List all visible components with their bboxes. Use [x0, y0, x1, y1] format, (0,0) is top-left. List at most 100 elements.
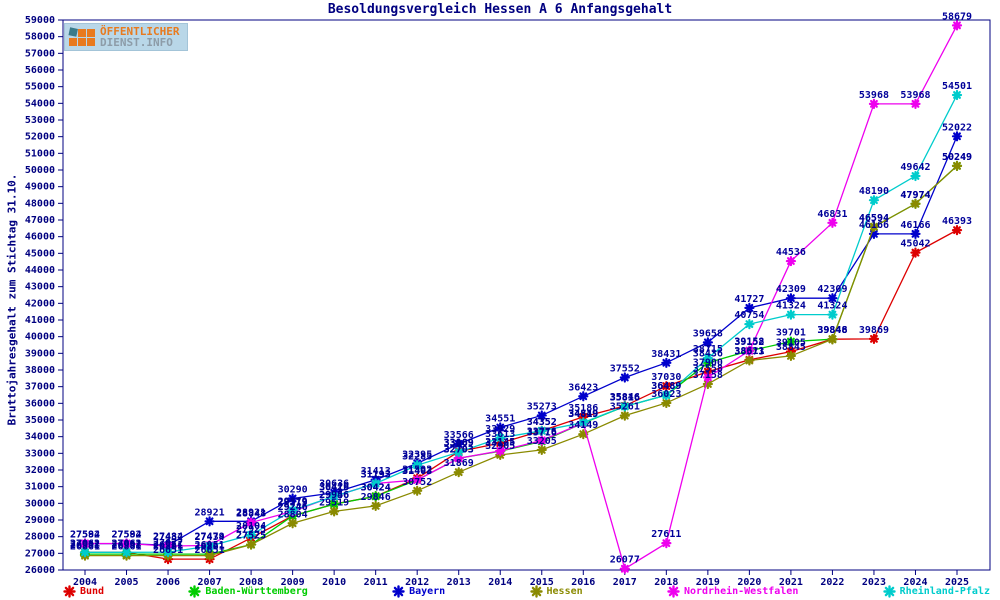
svg-text:36489: 36489 [651, 381, 681, 392]
svg-text:31869: 31869 [444, 458, 474, 469]
svg-text:43000: 43000 [25, 282, 55, 293]
svg-text:29519: 29519 [278, 497, 308, 508]
svg-text:41727: 41727 [734, 294, 764, 305]
svg-text:46166: 46166 [900, 220, 930, 231]
svg-text:59000: 59000 [25, 15, 55, 26]
svg-text:35816: 35816 [610, 392, 640, 403]
svg-text:46393: 46393 [942, 216, 972, 227]
svg-text:49000: 49000 [25, 182, 55, 193]
svg-text:27479: 27479 [195, 531, 225, 542]
legend-label: Hessen [546, 586, 583, 597]
svg-text:27584: 27584 [111, 530, 141, 541]
svg-text:26077: 26077 [610, 555, 640, 566]
svg-text:29946: 29946 [319, 490, 349, 501]
svg-text:44000: 44000 [25, 265, 55, 276]
svg-text:46594: 46594 [859, 213, 889, 224]
legend-label: Rheinland-Pfalz [899, 586, 990, 597]
legend-label: Nordrhein-Westfalen [683, 586, 799, 597]
svg-text:34819: 34819 [568, 409, 598, 420]
svg-text:39158: 39158 [734, 337, 764, 348]
svg-text:47974: 47974 [900, 190, 930, 201]
svg-text:58000: 58000 [25, 32, 55, 43]
svg-text:32703: 32703 [444, 444, 474, 455]
svg-text:52022: 52022 [942, 122, 972, 133]
svg-text:38715: 38715 [693, 344, 723, 355]
svg-text:26951: 26951 [153, 540, 183, 551]
svg-text:55000: 55000 [25, 82, 55, 93]
svg-text:27062: 27062 [111, 538, 141, 549]
svg-text:27432: 27432 [153, 532, 183, 543]
legend-marker-icon [667, 585, 680, 598]
svg-text:2022: 2022 [820, 577, 844, 588]
svg-text:2021: 2021 [779, 577, 803, 588]
svg-text:27592: 27592 [111, 529, 141, 540]
legend-item-bund: Bund [63, 585, 104, 598]
svg-text:53000: 53000 [25, 115, 55, 126]
svg-text:29519: 29519 [319, 497, 349, 508]
svg-text:26861: 26861 [195, 542, 225, 553]
svg-text:2004: 2004 [73, 577, 97, 588]
svg-text:31193: 31193 [361, 469, 391, 480]
svg-text:58679: 58679 [942, 11, 972, 22]
data-labels: 27061 27061 26651 26651 27925 29246 29956 30424… [70, 11, 972, 565]
svg-text:48190: 48190 [859, 186, 889, 197]
svg-text:28104: 28104 [236, 521, 266, 532]
svg-text:34819: 34819 [568, 409, 598, 420]
svg-text:31403: 31403 [402, 466, 432, 477]
svg-text:35273: 35273 [527, 401, 557, 412]
logo-squares-icon [68, 26, 95, 46]
svg-text:31413: 31413 [361, 466, 391, 477]
svg-text:27484: 27484 [153, 531, 183, 542]
svg-text:36023: 36023 [651, 389, 681, 400]
svg-text:2013: 2013 [447, 577, 471, 588]
svg-text:50249: 50249 [942, 152, 972, 163]
legend-item-nordrhein-westfalen: Nordrhein-Westfalen [667, 585, 798, 598]
svg-text:39848: 39848 [817, 325, 847, 336]
svg-text:44536: 44536 [776, 247, 806, 258]
svg-text:37552: 37552 [610, 363, 640, 374]
svg-text:39658: 39658 [693, 328, 723, 339]
svg-text:37158: 37158 [693, 370, 723, 381]
svg-text:39105: 39105 [776, 338, 806, 349]
svg-text:30290: 30290 [278, 485, 308, 496]
svg-text:27061: 27061 [111, 538, 141, 549]
logo-line2: DIENST.INFO [100, 36, 173, 49]
svg-text:30636: 30636 [319, 479, 349, 490]
legend-marker-icon [188, 585, 202, 598]
svg-text:39000: 39000 [25, 348, 55, 359]
svg-text:32285: 32285 [402, 451, 432, 462]
svg-text:2005: 2005 [114, 577, 138, 588]
oeffentlicher-dienst-logo[interactable]: ÖFFENTLICHER DIENST.INFO [64, 23, 189, 51]
svg-text:38436: 38436 [693, 349, 723, 360]
legend-item-baden-w-rttemberg: Baden-Württemberg [188, 585, 308, 598]
svg-text:56000: 56000 [25, 65, 55, 76]
svg-text:2010: 2010 [322, 577, 346, 588]
svg-text:30424: 30424 [361, 482, 391, 493]
svg-text:2012: 2012 [405, 577, 429, 588]
svg-text:41324: 41324 [776, 301, 806, 312]
legend-item-rheinland-pfalz: Rheinland-Pfalz [882, 585, 990, 598]
svg-text:49642: 49642 [900, 162, 930, 173]
svg-text:39869: 39869 [859, 325, 889, 336]
svg-text:31193: 31193 [361, 469, 391, 480]
svg-text:31000: 31000 [25, 482, 55, 493]
svg-text:27525: 27525 [236, 531, 266, 542]
svg-text:35846: 35846 [610, 392, 640, 403]
svg-text:28921: 28921 [236, 507, 266, 518]
svg-text:26651: 26651 [153, 545, 183, 556]
svg-text:47974: 47974 [900, 190, 930, 201]
svg-text:29246: 29246 [278, 502, 308, 513]
legend-label: Bund [80, 586, 105, 597]
svg-text:2019: 2019 [696, 577, 720, 588]
series-hessen [79, 160, 963, 561]
svg-text:28000: 28000 [25, 532, 55, 543]
svg-text:47000: 47000 [25, 215, 55, 226]
svg-text:2024: 2024 [903, 577, 927, 588]
svg-text:34352: 34352 [527, 417, 557, 428]
svg-text:26951: 26951 [195, 540, 225, 551]
svg-text:33069: 33069 [444, 438, 474, 449]
legend-marker-icon [882, 585, 896, 598]
svg-text:42000: 42000 [25, 298, 55, 309]
